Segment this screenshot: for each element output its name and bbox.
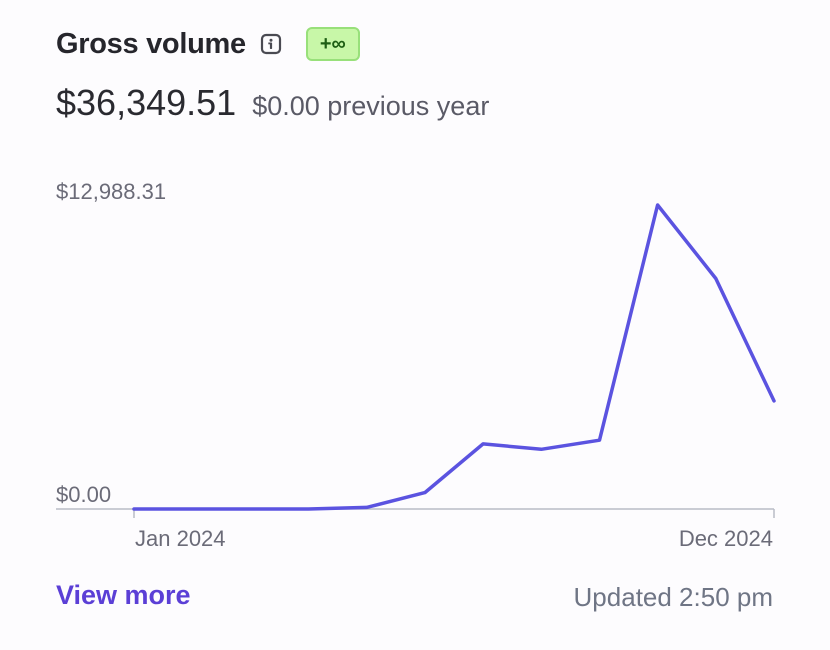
data-point-aug-2024[interactable] — [536, 444, 546, 454]
gross-volume-chart: $12,988.31 $0.00 Jan 2024 Dec 2024 — [56, 179, 779, 551]
data-point-jul-2024[interactable] — [478, 439, 488, 449]
total-value: $36,349.51 — [56, 82, 237, 123]
view-more-link[interactable]: View more — [56, 580, 191, 610]
value-row: $36,349.51 $0.00 previous year — [56, 82, 489, 124]
series-line — [132, 203, 776, 511]
data-point-mar-2024[interactable] — [245, 504, 255, 514]
data-point-jun-2024[interactable] — [420, 488, 430, 498]
data-point-nov-2024[interactable] — [711, 274, 721, 284]
data-point-dec-2024[interactable] — [769, 396, 779, 406]
info-icon[interactable] — [260, 33, 282, 55]
card-title: Gross volume — [56, 27, 246, 60]
data-point-feb-2024[interactable] — [187, 504, 197, 514]
data-point-oct-2024[interactable] — [653, 200, 663, 210]
data-point-sep-2024[interactable] — [595, 435, 605, 445]
data-point-jan-2024[interactable] — [129, 504, 139, 514]
data-point-may-2024[interactable] — [362, 502, 372, 512]
x-tick-label-end: Dec 2024 — [679, 526, 773, 551]
updated-timestamp: Updated 2:50 pm — [573, 582, 773, 612]
y-tick-label-max: $12,988.31 — [56, 179, 166, 204]
data-point-apr-2024[interactable] — [304, 504, 314, 514]
previous-year-value: $0.00 previous year — [252, 91, 490, 121]
title-row: Gross volume +∞ — [56, 24, 360, 64]
y-tick-label-min: $0.00 — [56, 482, 111, 507]
series-layer — [129, 200, 779, 514]
x-tick-label-start: Jan 2024 — [135, 526, 226, 551]
change-badge: +∞ — [305, 27, 360, 61]
